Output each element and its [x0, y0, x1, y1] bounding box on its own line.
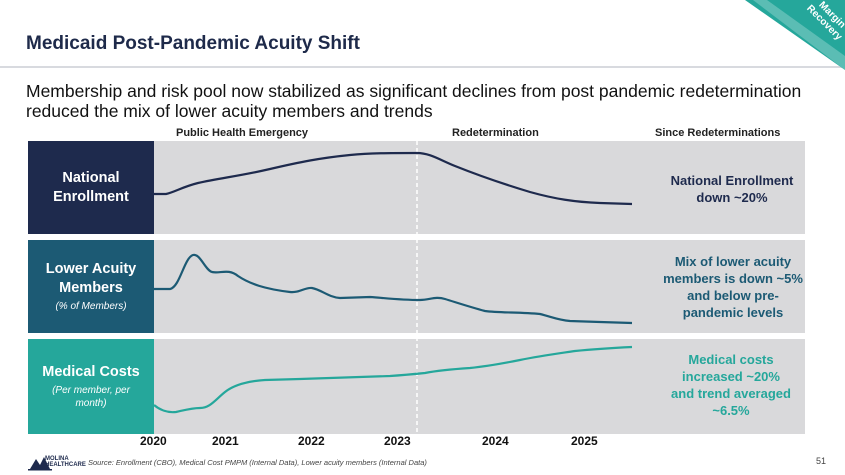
- note-costs: Medical costs increased ~20% and trend a…: [671, 352, 791, 418]
- phase-label-phe: Public Health Emergency: [176, 127, 309, 139]
- row-label-acuity-text: Lower Acuity Members: [45, 261, 137, 296]
- row-sublabel-costs: (Per member, per month): [52, 385, 130, 409]
- corner-tag: [745, 0, 845, 70]
- note-acuity: Mix of lower acuity members is down ~5% …: [663, 254, 803, 320]
- x-tick-2024: 2024: [482, 434, 509, 448]
- row-label-enrollment-text: National Enrollment: [53, 169, 129, 205]
- title-divider: [0, 66, 845, 68]
- molina-logo: [28, 457, 52, 471]
- enrollment-band: [154, 141, 805, 234]
- row-label-costs: Medical Costs (Per member, per month): [28, 339, 154, 434]
- source-note: Source: Enrollment (CBO), Medical Cost P…: [88, 458, 427, 467]
- series-line-enrollment: [154, 151, 633, 206]
- x-tick-2023: 2023: [384, 434, 411, 448]
- x-tick-2025: 2025: [571, 434, 598, 448]
- row-label-enrollment: National Enrollment: [28, 141, 154, 234]
- costs-band: [154, 339, 805, 434]
- note-enrollment: National Enrollment down ~20%: [670, 173, 794, 205]
- phase-label-redetermination: Redetermination: [452, 127, 539, 139]
- phase-label-since: Since Redeterminations: [655, 127, 781, 139]
- row-sublabel-acuity: (% of Members): [55, 301, 127, 312]
- page-subtitle: Membership and risk pool now stabilized …: [26, 81, 802, 121]
- row-label-costs-text: Medical Costs: [42, 364, 140, 380]
- page-number: 51: [816, 456, 827, 466]
- series-line-acuity: [154, 253, 633, 325]
- x-tick-2022: 2022: [298, 434, 325, 448]
- series-line-costs: [153, 345, 633, 414]
- x-tick-2021: 2021: [212, 434, 239, 448]
- x-tick-2020: 2020: [140, 434, 167, 448]
- page-title: Medicaid Post-Pandemic Acuity Shift: [26, 33, 360, 54]
- molina-logo-text: MOLINA HEALTHCARE: [45, 456, 86, 468]
- row-label-acuity: Lower Acuity Members (% of Members): [28, 240, 154, 333]
